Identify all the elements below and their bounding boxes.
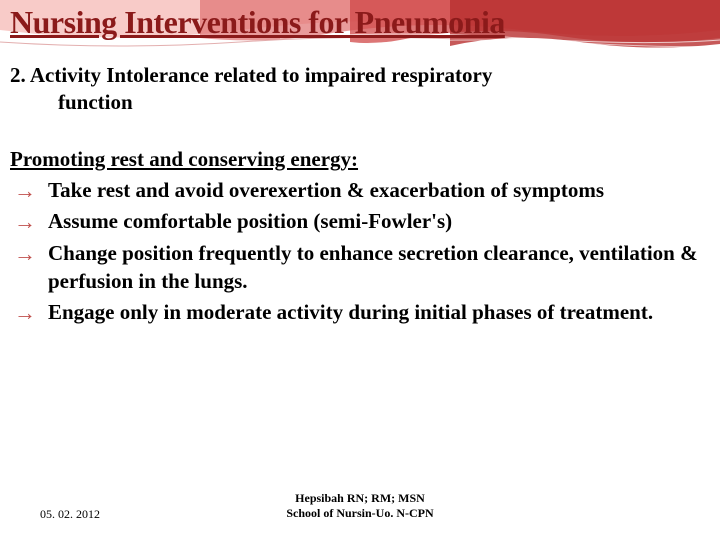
diagnosis-subtitle: 2. Activity Intolerance related to impai… xyxy=(10,62,700,117)
author-line1: Hepsibah RN; RM; MSN xyxy=(220,491,500,507)
bullet-text: Take rest and avoid overexertion & exace… xyxy=(48,176,700,204)
footer-date: 05. 02. 2012 xyxy=(0,507,220,522)
page-title: Nursing Interventions for Pneumonia xyxy=(10,4,505,41)
author-line2: School of Nursin-Uo. N-CPN xyxy=(220,506,500,522)
list-item: → Assume comfortable position (semi-Fowl… xyxy=(10,207,700,237)
bullet-text: Engage only in moderate activity during … xyxy=(48,298,700,326)
footer: 05. 02. 2012 Hepsibah RN; RM; MSN School… xyxy=(0,491,720,522)
section-header: Promoting rest and conserving energy: xyxy=(10,147,700,172)
arrow-icon: → xyxy=(14,207,36,237)
content-area: 2. Activity Intolerance related to impai… xyxy=(10,62,700,329)
list-item: → Change position frequently to enhance … xyxy=(10,239,700,296)
bullet-text: Change position frequently to enhance se… xyxy=(48,239,700,296)
arrow-icon: → xyxy=(14,298,36,328)
intervention-list: → Take rest and avoid overexertion & exa… xyxy=(10,176,700,328)
arrow-icon: → xyxy=(14,176,36,206)
list-item: → Engage only in moderate activity durin… xyxy=(10,298,700,328)
list-item: → Take rest and avoid overexertion & exa… xyxy=(10,176,700,206)
arrow-icon: → xyxy=(14,239,36,269)
footer-author: Hepsibah RN; RM; MSN School of Nursin-Uo… xyxy=(220,491,500,522)
subtitle-line2: function xyxy=(10,89,700,116)
bullet-text: Assume comfortable position (semi-Fowler… xyxy=(48,207,700,235)
subtitle-line1: 2. Activity Intolerance related to impai… xyxy=(10,62,700,89)
